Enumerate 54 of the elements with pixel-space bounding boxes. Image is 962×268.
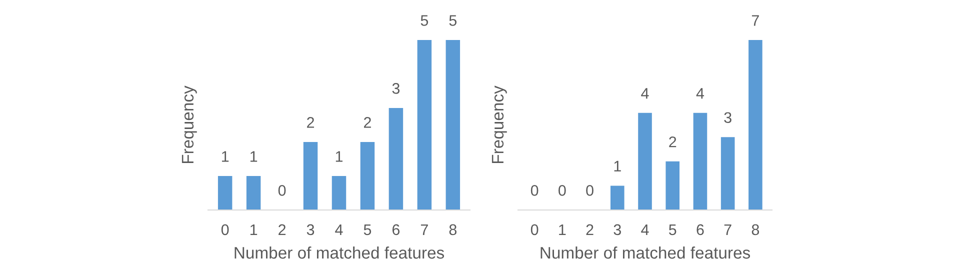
data-label: 3 xyxy=(724,112,732,124)
x-tick-label: 0 xyxy=(221,224,229,236)
bar xyxy=(720,137,735,210)
data-label: 2 xyxy=(364,117,371,128)
x-tick-label: 1 xyxy=(559,224,566,235)
data-label: 0 xyxy=(530,185,538,196)
data-label: 1 xyxy=(250,151,258,162)
bar xyxy=(638,112,652,210)
data-label: 5 xyxy=(420,15,428,26)
data-label: 0 xyxy=(558,185,566,196)
data-label: 1 xyxy=(222,151,229,162)
data-label: 3 xyxy=(392,83,400,94)
bar xyxy=(610,186,624,210)
data-label: 1 xyxy=(614,160,621,172)
bar xyxy=(748,40,762,210)
bar xyxy=(693,112,708,210)
x-tick-label: 4 xyxy=(335,224,343,235)
x-axis-title: Number of matched features xyxy=(234,246,444,259)
x-tick-label: 8 xyxy=(449,224,456,236)
data-label: 7 xyxy=(752,15,759,26)
y-axis-title: Frequency xyxy=(492,86,507,163)
x-tick-label: 2 xyxy=(586,224,594,235)
bar xyxy=(218,176,232,210)
data-label: 0 xyxy=(586,185,594,196)
bar xyxy=(388,108,404,210)
x-tick-label: 0 xyxy=(530,224,538,236)
x-tick-label: 2 xyxy=(278,224,286,235)
x-tick-label: 5 xyxy=(364,224,372,236)
x-tick-label: 1 xyxy=(250,224,258,235)
data-label: 0 xyxy=(278,185,286,196)
bar xyxy=(360,142,375,210)
x-tick-label: 5 xyxy=(668,224,676,236)
x-tick-label: 8 xyxy=(752,224,760,236)
x-tick-label: 6 xyxy=(392,224,400,236)
bar xyxy=(332,176,346,210)
x-tick-label: 6 xyxy=(696,224,704,236)
x-tick-label: 3 xyxy=(614,224,621,236)
data-label: 2 xyxy=(307,117,314,128)
data-label: 2 xyxy=(669,136,676,148)
x-tick-label: 3 xyxy=(306,224,314,236)
bar xyxy=(666,161,680,210)
data-label: 4 xyxy=(696,88,704,99)
x-axis-title: Number of matched features xyxy=(540,246,750,259)
y-axis-title: Frequency xyxy=(182,86,197,163)
x-tick-label: 7 xyxy=(724,224,732,235)
bar xyxy=(246,176,261,210)
bar xyxy=(417,40,432,210)
data-label: 5 xyxy=(449,15,457,26)
data-label: 1 xyxy=(336,151,343,162)
x-tick-label: 7 xyxy=(420,224,428,235)
data-label: 4 xyxy=(641,88,649,99)
x-tick-label: 4 xyxy=(641,224,649,235)
bar xyxy=(303,142,318,210)
bar xyxy=(446,40,460,210)
